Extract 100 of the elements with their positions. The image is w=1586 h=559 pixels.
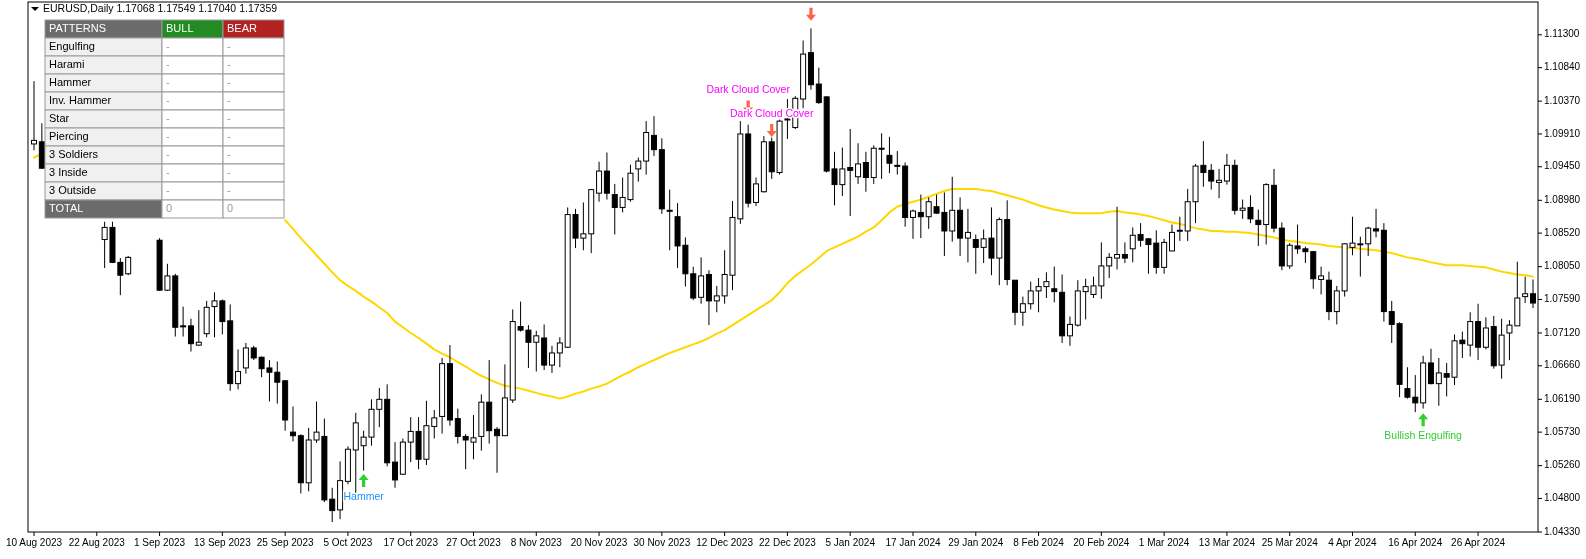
y-tick-label: 1.06660 (1544, 359, 1581, 371)
candlestick (862, 151, 869, 193)
candlestick (548, 345, 555, 374)
x-tick-label: 20 Nov 2023 (570, 537, 628, 548)
candlestick (1176, 216, 1183, 242)
candlestick (1066, 316, 1073, 347)
category-label: BEAR (227, 21, 258, 34)
text: - (227, 111, 231, 124)
category-label: 3 Outside (49, 183, 97, 196)
candlestick (556, 336, 563, 368)
x-tick-label: 27 Oct 2023 (446, 537, 502, 548)
x-tick-label: 25 Mar 2024 (1261, 537, 1319, 548)
candlestick (1522, 276, 1529, 304)
y-tick-label: 1.06190 (1544, 392, 1581, 404)
point (766, 124, 777, 138)
text: - (227, 147, 231, 160)
x-tick-label: 1 Sep 2023 (133, 537, 186, 548)
y-tick-label: 1.08980 (1544, 193, 1581, 205)
category-label: TOTAL (49, 201, 84, 214)
candlestick (603, 152, 610, 201)
x-tick-label: 30 Nov 2023 (633, 537, 691, 548)
text: PATTERNS (49, 21, 107, 34)
candlestick (698, 256, 705, 305)
point (805, 7, 816, 21)
y-tick-label: 1.05260 (1544, 459, 1581, 471)
y-tick-label: 1.09450 (1544, 160, 1581, 172)
text: - (227, 39, 231, 52)
category-label: BULL (166, 21, 194, 34)
candlestick (1365, 226, 1372, 257)
text: - (166, 57, 170, 70)
y-tick-label: 1.04330 (1544, 525, 1581, 537)
x-tick-label: 1 Mar 2024 (1138, 537, 1190, 548)
candlestick (1019, 296, 1026, 327)
category-label: Piercing (49, 129, 89, 142)
y-tick-label: 1.09910 (1544, 127, 1581, 139)
x-tick-label: 10 Aug 2023 (5, 537, 63, 548)
candlestick (195, 309, 202, 347)
candlestick (1121, 241, 1128, 264)
x-tick-label: 5 Jan 2024 (825, 537, 876, 548)
candlestick (1223, 153, 1230, 186)
candlestick (1482, 316, 1489, 350)
candlestick (917, 194, 924, 239)
x-tick-label: 17 Oct 2023 (383, 537, 439, 548)
candlestick (1427, 348, 1434, 385)
candlestick (1114, 206, 1121, 270)
x-tick-label: 4 Apr 2024 (1328, 537, 1378, 548)
category-label: Harami (49, 57, 85, 70)
candlestick (31, 80, 37, 151)
y-tick-label: 1.07590 (1544, 293, 1581, 305)
candlestick (289, 405, 296, 442)
point (1418, 413, 1429, 427)
y-tick-label: 1.11300 (1544, 28, 1580, 40)
candlestick (886, 136, 893, 174)
candlestick (855, 142, 862, 185)
x-tick-label: 22 Dec 2023 (759, 537, 817, 548)
x-tick-label: 8 Nov 2023 (510, 537, 563, 548)
category-label: Star (49, 111, 70, 124)
y-tick-label: 1.10840 (1544, 61, 1581, 73)
text: - (166, 129, 170, 142)
text: - (227, 183, 231, 196)
candlestick (753, 176, 760, 207)
x-tick-label: 17 Jan 2024 (885, 537, 941, 548)
candlestick (494, 426, 501, 474)
candlestick (1530, 278, 1536, 309)
text: - (227, 75, 231, 88)
x-tick-label: 12 Dec 2023 (696, 537, 754, 548)
candlestick (1216, 168, 1223, 199)
y-tick-label: 1.05730 (1544, 425, 1581, 437)
text: - (227, 93, 231, 106)
x-tick-label: 29 Jan 2024 (948, 537, 1004, 548)
y-tick-label: 1.04800 (1544, 492, 1581, 504)
y-tick-label: 1.08050 (1544, 260, 1581, 272)
category-label: 3 Inside (49, 165, 88, 178)
text: - (227, 129, 231, 142)
x-tick-label: 13 Sep 2023 (194, 537, 252, 548)
candlestick (1435, 357, 1442, 407)
text: 0 (227, 201, 234, 214)
x-tick-label: 8 Feb 2024 (1013, 537, 1065, 548)
x-tick-label: 16 Apr 2024 (1388, 537, 1443, 548)
candlestick (392, 441, 399, 489)
text: 0 (166, 201, 173, 214)
text: - (227, 165, 231, 178)
x-tick-label: 13 Mar 2024 (1198, 537, 1256, 548)
category-label: 3 Soldiers (49, 147, 98, 160)
data-label: Dark Cloud Cover (706, 83, 791, 96)
y-tick-label: 1.07120 (1544, 326, 1581, 338)
candlestick (1255, 209, 1262, 247)
data-label: Bullish Engulfing (1384, 429, 1463, 442)
point (358, 473, 369, 487)
candlestick (964, 208, 971, 263)
candlestick (180, 306, 187, 338)
category-label: Inv. Hammer (49, 93, 112, 106)
text: - (166, 75, 170, 88)
candlestick (651, 115, 658, 157)
candlestick (635, 157, 642, 183)
y-tick-label: 1.10370 (1544, 94, 1581, 106)
candlestick (125, 255, 132, 276)
data-label: Hammer (343, 489, 385, 502)
x-tick-label: 20 Feb 2024 (1073, 537, 1130, 548)
category-label: Hammer (49, 75, 92, 88)
